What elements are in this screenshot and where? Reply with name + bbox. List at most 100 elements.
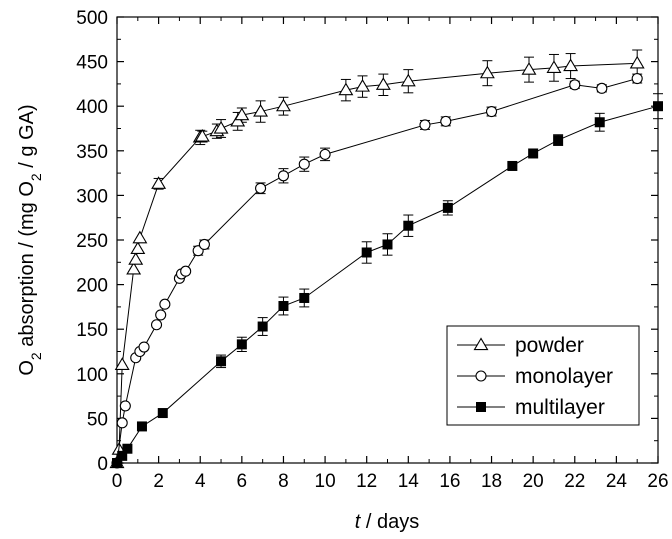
data-point-multilayer (257, 321, 268, 332)
series-monolayer (111, 72, 643, 469)
data-point-multilayer (594, 117, 605, 128)
data-point-powder (114, 357, 130, 370)
data-point-multilayer (122, 443, 133, 454)
data-point-multilayer (236, 339, 247, 350)
data-point-powder (126, 261, 142, 275)
data-point-multilayer (382, 239, 393, 250)
data-point-powder (479, 65, 495, 79)
x-tick-label: 20 (523, 471, 544, 492)
data-point-powder (128, 252, 144, 265)
x-tick-label: 2 (153, 471, 164, 492)
data-point-powder (230, 113, 246, 127)
data-point-multilayer (299, 292, 310, 303)
data-point-powder (521, 62, 537, 75)
x-tick-label: 4 (195, 471, 206, 492)
data-point-monolayer (155, 309, 167, 321)
y-axis-title-part-1: 2 (28, 352, 44, 360)
data-point-powder (629, 55, 645, 69)
x-tick-label: 16 (439, 471, 460, 492)
x-tick-label: 26 (647, 471, 668, 492)
data-point-powder (275, 98, 291, 112)
data-point-monolayer (631, 72, 643, 85)
data-point-powder (130, 241, 146, 255)
data-point-multilayer (216, 356, 227, 367)
y-tick-label: 50 (87, 409, 108, 430)
data-point-monolayer (440, 115, 452, 127)
data-point-monolayer (596, 82, 608, 94)
legend-label-monolayer: monolayer (515, 365, 613, 388)
legend-label-multilayer: multilayer (515, 396, 605, 419)
data-point-powder (132, 230, 148, 244)
y-tick-label: 300 (76, 186, 108, 207)
data-point-multilayer (117, 450, 128, 461)
x-axis-title-rest: / days (360, 511, 419, 533)
data-point-multilayer (157, 408, 168, 419)
y-tick-label: 350 (76, 142, 108, 163)
data-point-monolayer (159, 298, 171, 310)
x-tick-label: 14 (398, 471, 420, 492)
data-point-powder (234, 107, 250, 121)
data-point-monolayer (569, 79, 581, 91)
data-point-multilayer (136, 421, 147, 432)
y-axis-title-part-0: O (16, 360, 38, 376)
x-tick-label: 22 (564, 471, 585, 492)
data-point-multilayer (403, 220, 414, 231)
legend-marker-powder (473, 337, 489, 351)
x-tick-label: 18 (481, 471, 502, 492)
data-point-powder (355, 78, 370, 92)
x-axis-title-italic: t (355, 511, 362, 533)
data-point-powder (546, 60, 562, 73)
data-point-multilayer (528, 148, 539, 159)
x-tick-label: 0 (112, 471, 123, 492)
data-point-multilayer (507, 160, 518, 171)
legend-marker-multilayer (476, 402, 486, 412)
x-tick-label: 10 (315, 471, 336, 492)
y-axis-title-part-2: absorption / (mg O (16, 181, 38, 352)
data-point-monolayer (198, 238, 210, 251)
data-point-multilayer (653, 101, 663, 112)
data-point-powder (194, 128, 210, 142)
data-point-powder (213, 120, 229, 134)
series-multilayer (112, 93, 663, 468)
data-point-multilayer (442, 202, 453, 213)
data-point-powder (338, 82, 354, 96)
data-point-powder (400, 73, 416, 87)
legend-marker-monolayer (475, 370, 487, 382)
data-point-monolayer (180, 265, 192, 277)
data-point-monolayer (119, 400, 131, 412)
y-tick-label: 500 (76, 8, 108, 29)
data-point-monolayer (150, 319, 163, 331)
y-tick-label: 200 (76, 276, 108, 297)
y-axis-title-part-3: 2 (28, 173, 44, 181)
y-tick-label: 450 (76, 53, 108, 74)
x-tick-label: 24 (606, 471, 628, 492)
y-tick-label: 100 (76, 365, 108, 386)
data-point-powder (375, 77, 391, 90)
data-point-multilayer (553, 135, 564, 146)
data-point-monolayer (485, 106, 498, 118)
data-point-monolayer (116, 417, 128, 429)
x-tick-label: 8 (278, 471, 289, 492)
y-tick-label: 400 (76, 97, 108, 118)
x-tick-label: 6 (237, 471, 248, 492)
y-tick-label: 150 (76, 320, 108, 341)
data-point-powder (253, 103, 269, 117)
x-axis-title: t / days (355, 511, 419, 533)
y-tick-label: 0 (97, 454, 108, 475)
data-point-multilayer (361, 247, 372, 258)
data-point-multilayer (112, 458, 122, 468)
data-point-powder (151, 176, 167, 189)
x-tick-label: 12 (356, 471, 377, 492)
series-powder (109, 49, 645, 469)
data-point-monolayer (298, 158, 310, 170)
y-tick-label: 250 (76, 231, 108, 252)
data-point-monolayer (419, 119, 431, 131)
y-axis-title-part-4: / g GA) (16, 104, 38, 173)
data-point-monolayer (319, 148, 331, 160)
data-point-monolayer (138, 341, 150, 353)
y-axis-title: O2 absorption / (mg O2 / g GA) (16, 104, 44, 375)
legend-label-powder: powder (515, 334, 584, 357)
data-point-powder (563, 58, 579, 72)
data-point-multilayer (278, 301, 289, 312)
